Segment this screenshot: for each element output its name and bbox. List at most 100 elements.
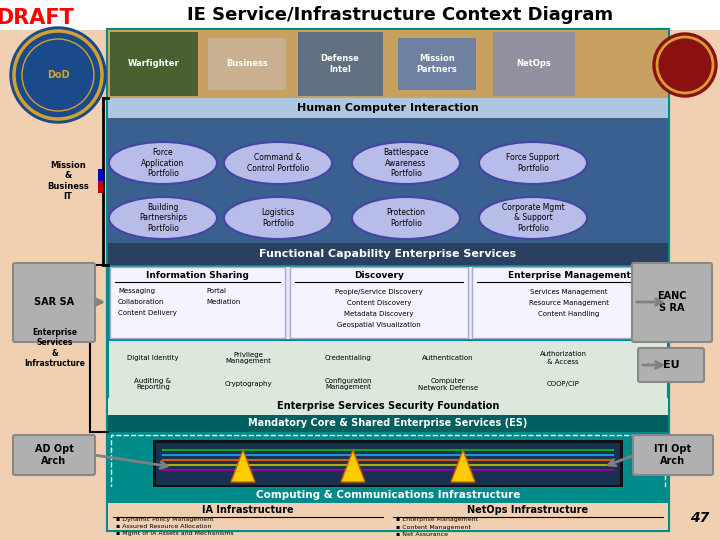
Text: Logistics
Portfolio: Logistics Portfolio [261, 208, 294, 228]
Text: Configuration
Management: Configuration Management [324, 377, 372, 390]
Text: Cryptography: Cryptography [224, 381, 272, 387]
Bar [493, 32, 575, 96]
Text: Computing & Communications Infrastructure: Computing & Communications Infrastructur… [256, 490, 520, 500]
Bar [108, 398, 668, 415]
Text: Protection
Portfolio: Protection Portfolio [387, 208, 426, 228]
Bar [108, 432, 668, 503]
Text: Content Delivery: Content Delivery [118, 310, 177, 316]
Bar [108, 265, 668, 340]
Polygon shape [341, 450, 365, 482]
Text: IE Service/Infrastructure Context Diagram: IE Service/Infrastructure Context Diagra… [187, 6, 613, 24]
FancyBboxPatch shape [13, 263, 95, 342]
Bar [108, 118, 668, 265]
Text: Geospatial Visualization: Geospatial Visualization [337, 322, 421, 328]
Circle shape [653, 33, 717, 97]
Bar [110, 32, 198, 96]
FancyBboxPatch shape [632, 263, 712, 342]
Text: Services Management: Services Management [530, 289, 608, 295]
FancyBboxPatch shape [633, 435, 713, 475]
Text: Enterprise
Services
&
Infrastructure: Enterprise Services & Infrastructure [24, 328, 86, 368]
Text: IA Infrastructure: IA Infrastructure [202, 505, 294, 515]
Text: ▪ Content Management: ▪ Content Management [396, 524, 471, 530]
Ellipse shape [224, 142, 332, 184]
Ellipse shape [479, 142, 587, 184]
Text: ITI Opt
Arch: ITI Opt Arch [654, 444, 692, 466]
Text: AD Opt
Arch: AD Opt Arch [35, 444, 73, 466]
Circle shape [10, 27, 106, 123]
Bar [472, 267, 666, 338]
Bar [108, 415, 668, 432]
Text: Authentication: Authentication [422, 355, 474, 361]
Bar [0, 0, 720, 30]
FancyBboxPatch shape [13, 435, 95, 475]
Text: NetOps Infrastructure: NetOps Infrastructure [467, 505, 588, 515]
Bar [398, 38, 476, 90]
Text: Content Discovery: Content Discovery [347, 300, 411, 306]
Ellipse shape [224, 197, 332, 239]
Text: Battlespace
Awareness
Portfolio: Battlespace Awareness Portfolio [383, 148, 428, 178]
Text: Digital Identity: Digital Identity [127, 355, 179, 361]
Polygon shape [451, 450, 475, 482]
Text: Computer
Network Defense: Computer Network Defense [418, 377, 478, 390]
Text: DoD: DoD [47, 70, 69, 80]
Text: Enterprise Services Security Foundation: Enterprise Services Security Foundation [276, 401, 499, 411]
Text: Business: Business [226, 59, 268, 69]
FancyBboxPatch shape [638, 348, 704, 382]
Text: Mission
&
Business
IT: Mission & Business IT [47, 161, 89, 201]
Text: ▪ Net Assurance: ▪ Net Assurance [396, 531, 448, 537]
Bar [111, 435, 665, 500]
Text: Metadata Discovery: Metadata Discovery [344, 311, 414, 317]
Text: Portal: Portal [206, 288, 226, 294]
Polygon shape [231, 450, 255, 482]
Bar [156, 443, 620, 485]
Text: Defense
Intel: Defense Intel [320, 55, 359, 73]
Text: Credentialing: Credentialing [325, 355, 372, 361]
Bar [98, 181, 103, 193]
Text: Corporate Mgmt
& Support
Portfolio: Corporate Mgmt & Support Portfolio [502, 203, 564, 233]
Text: ▪ Enterprise Management: ▪ Enterprise Management [396, 517, 478, 523]
Text: Privilege
Management: Privilege Management [225, 352, 271, 365]
Text: Building
Partnerships
Portfolio: Building Partnerships Portfolio [139, 203, 187, 233]
Bar [208, 38, 286, 90]
Text: DRAFT: DRAFT [0, 8, 74, 28]
Text: Force
Application
Portfolio: Force Application Portfolio [141, 148, 184, 178]
Text: SAR SA: SAR SA [34, 297, 74, 307]
Text: ▪ Assured Resource Allocation: ▪ Assured Resource Allocation [116, 524, 212, 530]
Ellipse shape [352, 142, 460, 184]
Bar [108, 340, 668, 415]
Text: Messaging: Messaging [118, 288, 155, 294]
Text: Collaboration: Collaboration [118, 299, 164, 305]
Bar [298, 32, 383, 96]
Bar [108, 503, 668, 530]
Text: Functional Capability Enterprise Services: Functional Capability Enterprise Service… [259, 249, 516, 259]
Ellipse shape [479, 197, 587, 239]
Bar [108, 487, 668, 503]
Text: Discovery: Discovery [354, 271, 404, 280]
Text: Auditing &
Reporting: Auditing & Reporting [135, 377, 171, 390]
Text: Resource Management: Resource Management [529, 300, 609, 306]
Text: NetOps: NetOps [517, 59, 552, 69]
Text: Mission
Partners: Mission Partners [417, 55, 457, 73]
Bar [108, 243, 668, 265]
Text: ▪ Dynamic Policy Management: ▪ Dynamic Policy Management [116, 517, 214, 523]
Ellipse shape [352, 197, 460, 239]
Bar [153, 440, 623, 492]
Text: COOP/CIP: COOP/CIP [546, 381, 580, 387]
Text: Enterprise Management: Enterprise Management [508, 271, 631, 280]
Text: Force Support
Portfolio: Force Support Portfolio [506, 153, 559, 173]
Text: Mandatory Core & Shared Enterprise Services (ES): Mandatory Core & Shared Enterprise Servi… [248, 418, 528, 428]
Bar [110, 267, 285, 338]
Ellipse shape [109, 142, 217, 184]
Bar [108, 30, 668, 530]
Text: EANC
S RA: EANC S RA [657, 291, 687, 313]
Text: People/Service Discovery: People/Service Discovery [335, 289, 423, 295]
Text: Warfighter: Warfighter [128, 59, 180, 69]
Text: Information Sharing: Information Sharing [145, 271, 248, 280]
Text: Command &
Control Portfolio: Command & Control Portfolio [247, 153, 309, 173]
Text: 47: 47 [690, 511, 710, 525]
Ellipse shape [109, 197, 217, 239]
Text: EU: EU [662, 360, 679, 370]
Bar [108, 30, 668, 98]
Text: Mediation: Mediation [206, 299, 240, 305]
Bar [98, 169, 103, 181]
